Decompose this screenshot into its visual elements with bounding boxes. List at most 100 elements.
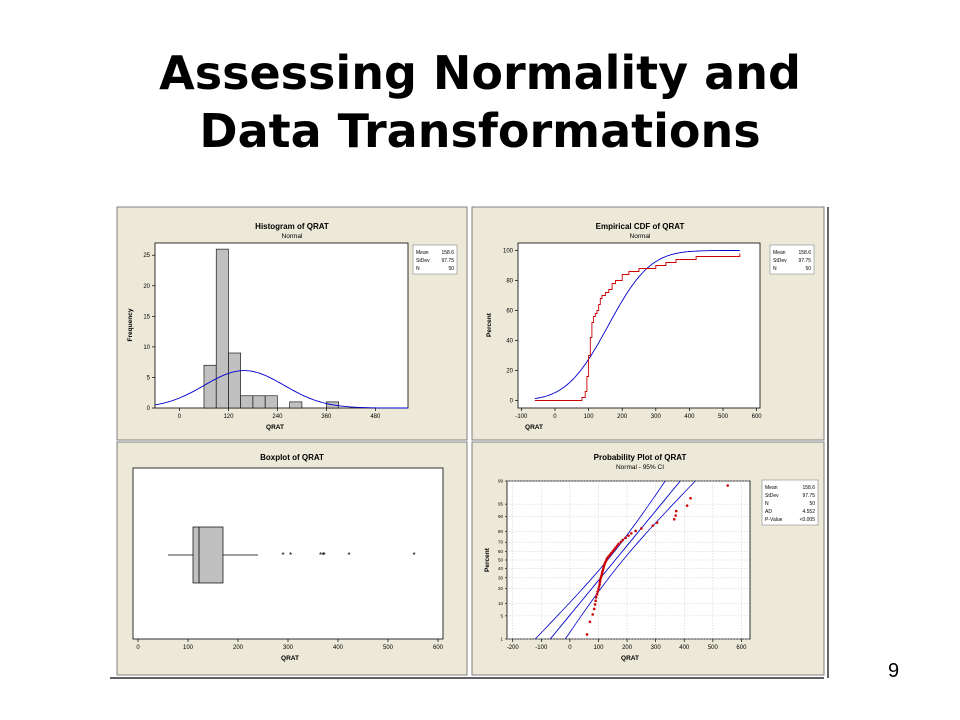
probability-point [610, 551, 613, 555]
probability-point [594, 596, 598, 599]
x-tick-label: 240 [272, 414, 283, 420]
probability-point [597, 587, 600, 591]
probability-point [674, 509, 678, 513]
probability-point [598, 580, 602, 584]
stats-label: Mean [765, 485, 778, 491]
stats-label: StDev [765, 493, 779, 499]
probability-point [651, 524, 655, 527]
x-tick-label: 100 [593, 645, 604, 651]
plot-area [517, 242, 761, 409]
y-tick-label: 25 [143, 253, 150, 259]
probability-plot-panel: Probability Plot of QRAT Normal - 95% CI -… [471, 441, 825, 676]
probability-point [595, 593, 599, 596]
empirical-cdf-step [534, 253, 741, 401]
x-tick-label: 100 [584, 414, 595, 420]
x-tick-label: 600 [752, 414, 763, 420]
page-number: 9 [888, 660, 900, 682]
x-tick-label: 200 [622, 645, 633, 651]
y-tick-label: 90 [498, 514, 504, 519]
probability-point [591, 613, 595, 616]
x-tick-label: 600 [433, 645, 444, 651]
probability-point [593, 603, 597, 606]
histogram-bar [240, 395, 254, 409]
x-tick-label: 600 [736, 645, 747, 651]
plot-area [132, 467, 444, 640]
x-tick-label: 500 [708, 645, 719, 651]
x-tick-label: 400 [679, 645, 690, 651]
x-tick-label: 120 [223, 414, 234, 420]
histogram-bar [215, 248, 229, 409]
outlier-point: * [281, 551, 284, 560]
probability-point [621, 538, 625, 542]
box-iqr [192, 526, 224, 584]
x-axis-label: QRAT [525, 424, 543, 431]
probability-point [594, 599, 597, 602]
probability-point [672, 518, 676, 521]
x-tick-label: 0 [553, 414, 557, 420]
probability-point [627, 534, 630, 537]
chart-subtitle: Normal [282, 233, 304, 240]
x-tick-label: 360 [321, 414, 332, 420]
x-tick-label: 500 [718, 414, 729, 420]
x-tick-label: 400 [684, 414, 695, 420]
stats-label: N [773, 266, 777, 272]
y-tick-label: 20 [143, 284, 150, 290]
probability-point [689, 496, 692, 500]
probability-point [674, 514, 677, 517]
slide-title-line-2: Data Transformations [199, 104, 761, 158]
x-tick-label: 300 [651, 645, 662, 651]
probability-point [592, 607, 596, 611]
stats-label: AD [765, 509, 772, 515]
stats-value: 97.75 [802, 493, 815, 499]
x-tick-label: -100 [535, 645, 548, 651]
chart-subtitle: Normal [630, 233, 652, 240]
probability-point [617, 542, 620, 546]
x-axis-label: QRAT [281, 655, 299, 662]
stats-value: 4.552 [802, 509, 815, 515]
y-tick-label: 5 [147, 375, 151, 381]
histogram-panel: Histogram of QRAT Normal 0 120 240 360 480 0 5 10… [116, 206, 468, 441]
y-tick-label: 10 [143, 345, 150, 351]
chart-subtitle: Normal - 95% CI [616, 464, 664, 471]
outlier-point: * [321, 551, 324, 560]
stats-value: 97.75 [798, 258, 811, 264]
y-tick-label: 0 [510, 399, 514, 405]
histogram-bar [203, 364, 217, 409]
probability-point [608, 553, 612, 557]
outlier-point: * [319, 551, 322, 560]
probability-point [598, 583, 601, 586]
histogram-bar [289, 401, 303, 409]
stats-value: 50 [805, 266, 811, 272]
x-tick-label: 0 [178, 414, 182, 420]
stats-value: <0.005 [800, 517, 816, 523]
y-tick-label: 70 [498, 540, 504, 545]
probability-point [598, 578, 602, 582]
y-tick-label: 40 [506, 339, 513, 345]
y-tick-label: 1 [500, 637, 503, 642]
probability-point [599, 576, 603, 580]
stats-box: Mean 158.6 StDev 97.75 N 50 [412, 244, 458, 275]
fit-line [549, 480, 681, 640]
stats-value: 50 [448, 266, 454, 272]
x-tick-label: 100 [183, 645, 194, 651]
stats-value: 158.6 [798, 250, 811, 256]
stats-box: Mean 158.6 StDev 97.75 N 50 AD 4.552 P-Value <0.0… [761, 479, 819, 526]
chart-title: Empirical CDF of QRAT [596, 222, 685, 231]
y-tick-label: 95 [498, 502, 504, 507]
slide-title-line-1: Assessing Normality and [159, 46, 801, 100]
probability-point [630, 532, 633, 535]
probability-point [596, 590, 599, 593]
chart-title: Boxplot of QRAT [260, 453, 324, 462]
probability-point [588, 620, 592, 624]
outlier-point: * [412, 551, 415, 560]
x-axis-label: QRAT [266, 424, 284, 431]
stats-label: Mean [773, 250, 786, 256]
stats-label: P-Value [765, 517, 783, 523]
histogram-bar [264, 395, 278, 409]
y-tick-label: 30 [498, 575, 504, 580]
plot-area [154, 242, 409, 409]
stats-value: 97.75 [441, 258, 454, 264]
chart-title: Probability Plot of QRAT [594, 453, 687, 462]
x-tick-label: 300 [283, 645, 294, 651]
y-tick-label: 5 [500, 613, 503, 618]
